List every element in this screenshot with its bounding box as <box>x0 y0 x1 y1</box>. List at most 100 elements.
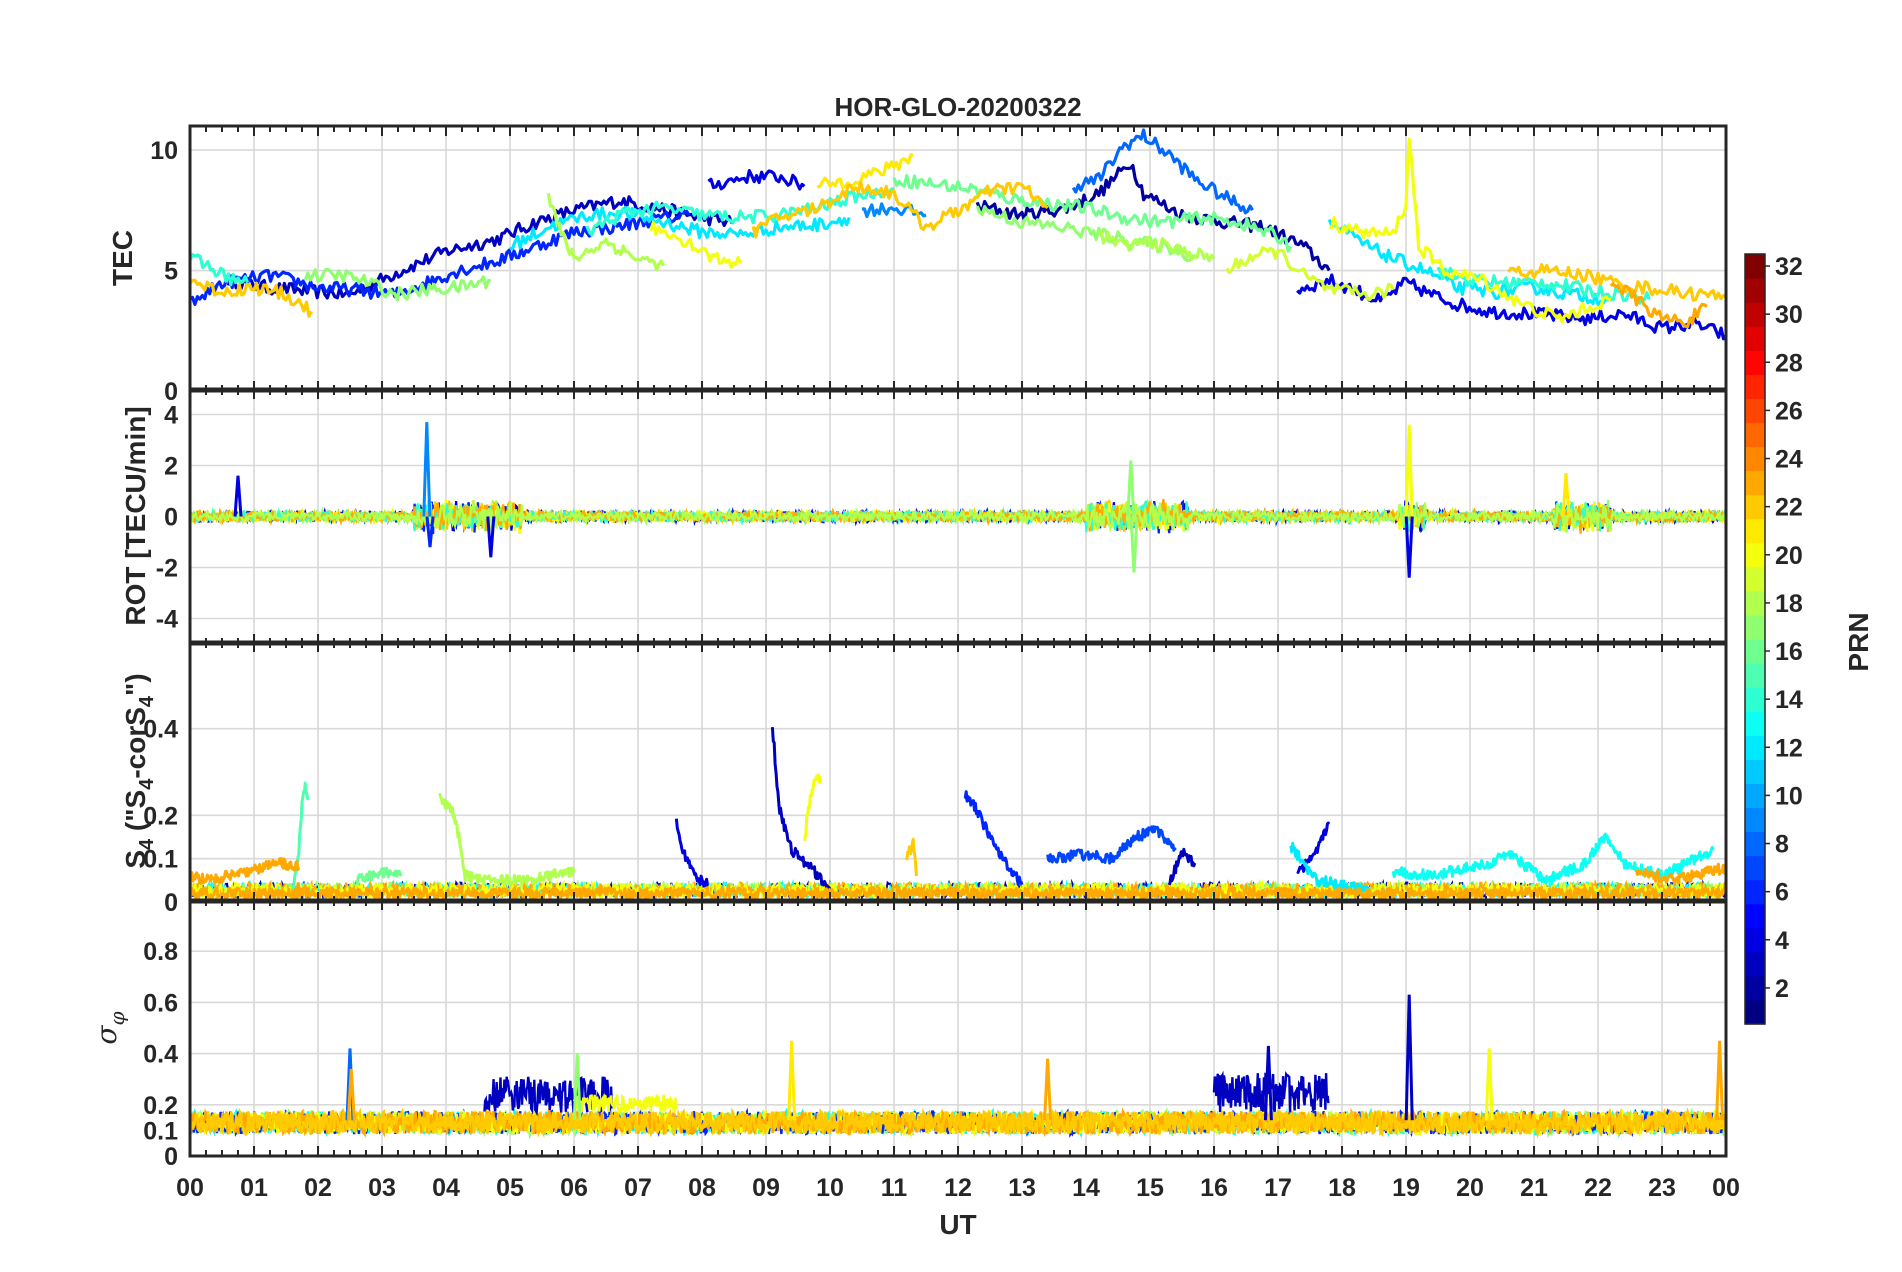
sigma-noise-prn-22 <box>190 1107 1726 1139</box>
xtick-label: 23 <box>1648 1174 1676 1202</box>
xtick-label: 01 <box>240 1174 268 1202</box>
colorbar-swatch-prn-9 <box>1745 807 1765 833</box>
tec-series-prn-17 <box>303 267 492 302</box>
colorbar-tick-label: 14 <box>1775 686 1803 714</box>
xtick-label: 20 <box>1456 1174 1484 1202</box>
xtick-label: 22 <box>1584 1174 1612 1202</box>
s4-series-prn-6 <box>963 790 1024 887</box>
tec-series-prn-12 <box>509 206 851 251</box>
sigma-spike <box>1404 994 1414 1121</box>
tec-series-prn-19 <box>1225 246 1395 302</box>
tec-series-prn-22 <box>751 180 1049 239</box>
ytick-label-sigma: 0.6 <box>143 989 178 1017</box>
s4-series-prn-3 <box>1167 847 1197 886</box>
colorbar-swatch-prn-3 <box>1745 951 1765 977</box>
colorbar-swatch-prn-6 <box>1745 879 1765 905</box>
s4-series-prn-22 <box>905 837 918 877</box>
colorbar-swatch-prn-23 <box>1745 470 1765 496</box>
tec-series-prn-22 <box>1507 263 1726 302</box>
tec-series-prn-4 <box>707 169 806 191</box>
xtick-label: 14 <box>1072 1174 1100 1202</box>
ylabel-sigma: σφ <box>90 1011 129 1044</box>
sigma-spike <box>346 1068 356 1121</box>
sigma-spike <box>1715 1040 1725 1121</box>
s4-series-prn-7 <box>1046 825 1177 865</box>
sigma-spike <box>1484 1048 1494 1121</box>
colorbar-tick-label: 12 <box>1775 734 1803 762</box>
colorbar-swatch-prn-11 <box>1745 759 1765 784</box>
rot-spike <box>1404 516 1414 578</box>
s4-series-prn-3 <box>770 727 832 892</box>
colorbar-label: PRN <box>1843 612 1874 671</box>
colorbar-tick-label: 32 <box>1775 253 1803 281</box>
sigma-spike <box>787 1040 797 1121</box>
colorbar-swatch-prn-31 <box>1745 278 1765 303</box>
xtick-label: 02 <box>304 1174 332 1202</box>
colorbar-swatch-prn-21 <box>1745 518 1765 544</box>
xtick-label: 00 <box>176 1174 204 1202</box>
colorbar-tick-label: 24 <box>1775 446 1803 474</box>
s4-series-prn-18 <box>438 792 576 887</box>
colorbar-swatch-prn-5 <box>1745 903 1765 929</box>
colorbar-swatch-prn-24 <box>1745 446 1765 472</box>
data-layer <box>190 128 1726 1139</box>
colorbar-tick-label: 8 <box>1775 831 1789 859</box>
xtick-label: 11 <box>881 1174 908 1202</box>
sigma-spike <box>1043 1058 1053 1121</box>
colorbar-tick-label: 30 <box>1775 301 1803 329</box>
colorbar-swatch-prn-2 <box>1745 975 1765 1001</box>
tec-series-prn-8 <box>1071 128 1254 215</box>
colorbar-swatch-prn-18 <box>1745 590 1765 616</box>
ytick-label-sigma: 0 <box>164 1143 178 1171</box>
ytick-label-rot: -4 <box>156 606 178 634</box>
tec-series-prn-16 <box>892 174 1293 253</box>
ylabel-s4: S4 ("S4-corS4") <box>120 673 158 868</box>
s4-series-prn-20 <box>802 773 822 842</box>
colorbar-tick-label: 4 <box>1775 927 1789 955</box>
ytick-label-rot: -2 <box>156 555 178 583</box>
xtick-label: 16 <box>1200 1174 1228 1202</box>
colorbar-tick-label: 2 <box>1775 975 1789 1003</box>
xtick-label: 21 <box>1520 1174 1548 1202</box>
colorbar-swatch-prn-12 <box>1745 735 1765 760</box>
tec-series-prn-6 <box>190 209 691 306</box>
rot-spike <box>1561 473 1571 517</box>
sigma-spike <box>572 1053 582 1121</box>
colorbar-swatch-prn-8 <box>1745 831 1765 857</box>
colorbar-tick-label: 26 <box>1775 397 1803 425</box>
colorbar-swatch-prn-17 <box>1745 614 1765 640</box>
colorbar-swatch-prn-27 <box>1745 374 1765 399</box>
xlabel: UT <box>939 1209 976 1240</box>
ytick-label-tec: 5 <box>164 258 178 286</box>
colorbar-tick-label: 6 <box>1775 879 1789 907</box>
colorbar-swatch-prn-26 <box>1745 398 1765 424</box>
ytick-label-rot: 0 <box>164 504 178 532</box>
ytick-label-rot: 4 <box>164 402 178 430</box>
rot-spike <box>422 422 432 517</box>
rot-band-prn-18 <box>190 498 1726 533</box>
colorbar-swatch-prn-14 <box>1745 687 1765 712</box>
colorbar-swatch-prn-28 <box>1745 350 1765 375</box>
ytick-label-sigma: 0.4 <box>143 1041 178 1069</box>
colorbar-swatch-prn-30 <box>1745 302 1765 327</box>
xtick-label: 17 <box>1264 1174 1292 1202</box>
colorbar-tick-label: 22 <box>1775 494 1803 522</box>
ytick-label-sigma: 0.8 <box>143 938 178 966</box>
s4-series-prn-12 <box>1289 841 1370 894</box>
rot-spike <box>1126 460 1136 517</box>
ytick-label-tec: 10 <box>150 137 178 165</box>
s4-series-prn-15 <box>290 781 310 895</box>
ytick-label-tec: 0 <box>164 378 178 406</box>
ytick-label-s4: 0 <box>164 889 178 917</box>
rot-spike <box>1129 516 1139 573</box>
colorbar-tick-label: 18 <box>1775 590 1803 618</box>
s4-series-prn-23 <box>190 857 301 885</box>
rot-spike <box>425 516 435 548</box>
tec-series-prn-18 <box>546 192 666 272</box>
xtick-label: 19 <box>1392 1174 1420 1202</box>
colorbar-swatch-prn-10 <box>1745 783 1765 809</box>
sigma-block-prn-20 <box>572 1093 678 1115</box>
tec-series-prn-23 <box>1609 282 1708 329</box>
rot-spike <box>486 516 496 558</box>
